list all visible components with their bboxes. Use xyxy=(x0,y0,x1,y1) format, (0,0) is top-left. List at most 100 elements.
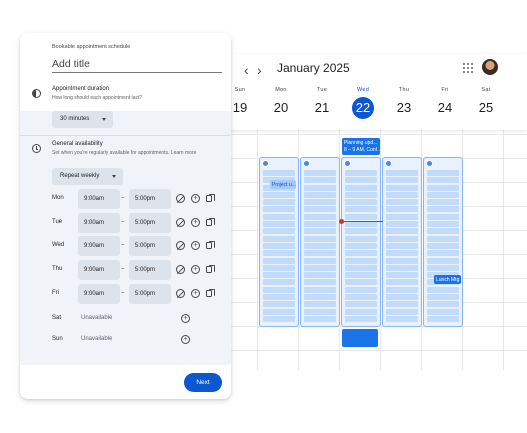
start-time-field[interactable]: 9:00am xyxy=(78,236,120,256)
end-time-field[interactable]: 5:00pm xyxy=(129,213,171,233)
availability-title: General availability xyxy=(52,141,103,147)
day-of-week: Sat xyxy=(481,87,491,93)
current-time-line xyxy=(343,221,383,222)
duration-icon xyxy=(32,89,41,98)
day-name: Mon xyxy=(52,195,64,201)
clock-icon xyxy=(32,144,41,153)
availability-row-mon: Mon 9:00am – 5:00pm + xyxy=(20,189,231,209)
unavailable-label: Unavailable xyxy=(81,315,113,321)
time-separator: – xyxy=(121,266,125,272)
day-name: Thu xyxy=(52,266,63,272)
day-name: Wed xyxy=(52,242,65,248)
chevron-left-icon[interactable]: ‹ xyxy=(244,62,249,78)
add-time-icon[interactable]: + xyxy=(191,218,200,227)
day-header-sat[interactable]: Sat 25 xyxy=(466,87,506,119)
hour-line xyxy=(224,134,527,135)
time-separator: – xyxy=(121,195,125,201)
availability-block-tue[interactable] xyxy=(300,157,340,327)
day-number: 20 xyxy=(273,100,289,115)
availability-row-thu: Thu 9:00am – 5:00pm + xyxy=(20,260,231,280)
copy-times-icon[interactable] xyxy=(206,264,215,273)
day-header-tue[interactable]: Tue 21 xyxy=(302,87,342,119)
no-availability-icon[interactable] xyxy=(176,194,185,203)
repeat-value: Repeat weekly xyxy=(60,173,100,179)
day-header-fri[interactable]: Fri 24 xyxy=(425,87,465,119)
repeat-select[interactable]: Repeat weekly xyxy=(52,168,123,185)
duration-select[interactable]: 30 minutes xyxy=(52,111,113,128)
apps-grid-icon[interactable] xyxy=(463,63,473,73)
availability-icon xyxy=(344,160,351,167)
today-number: 22 xyxy=(352,97,374,119)
day-header-thu[interactable]: Thu 23 xyxy=(384,87,424,119)
availability-icon xyxy=(262,160,269,167)
appointment-schedule-panel: Bookable appointment schedule Add title … xyxy=(20,33,231,399)
day-header-mon[interactable]: Mon 20 xyxy=(261,87,301,119)
event-block[interactable] xyxy=(342,329,378,347)
day-of-week: Thu xyxy=(398,87,410,93)
copy-times-icon[interactable] xyxy=(206,193,215,202)
add-time-icon[interactable]: + xyxy=(191,265,200,274)
title-input[interactable]: Add title xyxy=(52,57,222,73)
day-of-week: Fri xyxy=(441,87,449,93)
unavailable-label: Unavailable xyxy=(81,336,113,342)
avatar[interactable] xyxy=(482,59,498,75)
event-lunch[interactable]: Lunch Mtg xyxy=(434,275,461,284)
no-availability-icon[interactable] xyxy=(176,241,185,250)
day-number: 24 xyxy=(437,100,453,115)
day-number: 25 xyxy=(478,100,494,115)
end-time-field[interactable]: 5:00pm xyxy=(129,236,171,256)
caret-down-icon xyxy=(112,175,116,178)
add-time-icon[interactable]: + xyxy=(181,335,190,344)
divider xyxy=(20,135,231,136)
availability-block-thu[interactable] xyxy=(382,157,422,327)
add-time-icon[interactable]: + xyxy=(181,314,190,323)
availability-icon xyxy=(426,160,433,167)
start-time-field[interactable]: 9:00am xyxy=(78,284,120,304)
no-availability-icon[interactable] xyxy=(176,218,185,227)
current-time-dot xyxy=(339,219,344,224)
copy-times-icon[interactable] xyxy=(206,288,215,297)
availability-row-wed: Wed 9:00am – 5:00pm + xyxy=(20,236,231,256)
time-separator: – xyxy=(121,242,125,248)
day-name: Fri xyxy=(52,290,59,296)
day-number: 21 xyxy=(314,100,330,115)
day-name: Sun xyxy=(52,336,63,342)
day-divider xyxy=(503,130,504,370)
calendar-header: ‹ › January 2025 Sun 19 Mon 20 Tue 21 We… xyxy=(224,54,527,130)
add-time-icon[interactable]: + xyxy=(191,194,200,203)
day-name: Tue xyxy=(52,219,63,225)
availability-subtitle: Set when you're regularly available for … xyxy=(52,150,197,156)
end-time-field[interactable]: 5:00pm xyxy=(129,260,171,280)
copy-times-icon[interactable] xyxy=(206,217,215,226)
duration-title: Appointment duration xyxy=(52,86,110,92)
event-project[interactable]: Project u... xyxy=(270,180,296,189)
event-title: Planning upd... xyxy=(344,140,378,146)
availability-icon xyxy=(385,160,392,167)
day-header-sun[interactable]: Sun 19 xyxy=(220,87,260,119)
start-time-field[interactable]: 9:00am xyxy=(78,260,120,280)
add-time-icon[interactable]: + xyxy=(191,289,200,298)
no-availability-icon[interactable] xyxy=(176,265,185,274)
start-time-field[interactable]: 9:00am xyxy=(78,189,120,209)
add-time-icon[interactable]: + xyxy=(191,241,200,250)
availability-block-wed[interactable] xyxy=(341,157,381,327)
availability-row-tue: Tue 9:00am – 5:00pm + xyxy=(20,213,231,233)
event-title: Project u... xyxy=(272,182,296,188)
end-time-field[interactable]: 5:00pm xyxy=(129,189,171,209)
availability-row-sat: Sat Unavailable + xyxy=(20,309,231,329)
copy-times-icon[interactable] xyxy=(206,240,215,249)
chevron-right-icon[interactable]: › xyxy=(257,62,262,78)
panel-header: Bookable appointment schedule Add title xyxy=(20,33,231,111)
end-time-field[interactable]: 5:00pm xyxy=(129,284,171,304)
availability-block-fri[interactable] xyxy=(423,157,463,327)
next-button[interactable]: Next xyxy=(184,373,222,392)
day-divider xyxy=(257,130,258,370)
availability-row-sun: Sun Unavailable + xyxy=(20,330,231,350)
day-name: Sat xyxy=(52,315,62,321)
day-header-wed[interactable]: Wed 22 xyxy=(343,87,383,119)
day-of-week: Wed xyxy=(356,87,370,93)
no-availability-icon[interactable] xyxy=(176,289,185,298)
event-planning[interactable]: Planning upd... 8 – 9 AM, Conf... xyxy=(342,138,380,155)
start-time-field[interactable]: 9:00am xyxy=(78,213,120,233)
